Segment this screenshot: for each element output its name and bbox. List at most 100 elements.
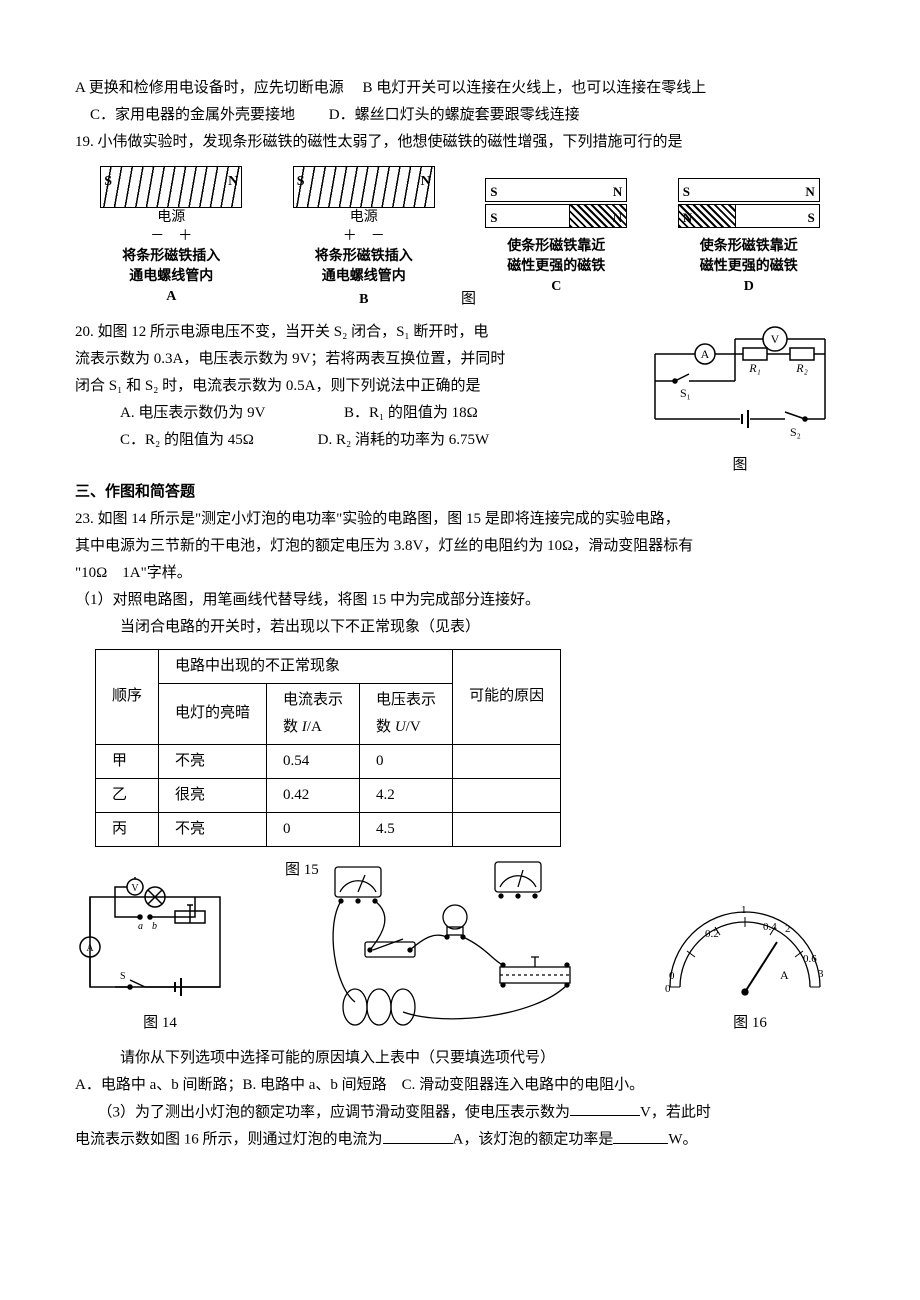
svg-text:0.4: 0.4 (763, 921, 777, 933)
th-seq: 顺序 (96, 649, 159, 744)
polarity: ＋ － (268, 229, 461, 246)
q20-optC: C．R₂ 的阻值为 45Ω (120, 432, 254, 448)
q20-stem1: 20. 如图 12 所示电源电压不变，当开关 S₂ 闭合，S₁ 断开时，电 (75, 319, 625, 346)
cap2: 通电螺线管内 (75, 268, 268, 286)
table-head-row: 顺序 电路中出现的不正常现象 可能的原因 (96, 649, 561, 683)
q23-p1: （1）对照电路图，用笔画线代替导线，将图 15 中为完成部分连接好。 (75, 587, 845, 614)
q20-stem2: 流表示数为 0.3A，电压表示数为 9V；若将两表互换位置，并同时 (75, 346, 625, 373)
q18-optD: D．螺丝口灯头的螺旋套要跟零线连接 (329, 107, 580, 123)
pole-S: S (297, 169, 305, 194)
svg-text:0.2: 0.2 (705, 928, 719, 940)
ammeter-dial-icon: 0 0 0.2 1 0.4 2 0.6 3 A (655, 897, 835, 1007)
circuit-diagram-icon: A V R₁ R₂ S₁ S₂ (635, 319, 845, 449)
q18-optC: C．家用电器的金属外壳要接地 (90, 107, 295, 123)
q23-figures: V a b A S 图 14 图 15 (75, 857, 845, 1037)
sub-I: 电流表示数 I/A (267, 683, 360, 744)
magnet-bar: S N (485, 178, 627, 202)
svg-text:A: A (701, 347, 710, 361)
fig15-label: 图 15 (285, 857, 319, 884)
q18-optA: A 更换和检修用电设备时，应先切断电源 (75, 80, 344, 96)
svg-text:R₂: R₂ (795, 361, 808, 375)
pole-S: S (104, 169, 112, 194)
q19-figD: S N N S 使条形磁铁靠近 磁性更强的磁铁 D (653, 166, 846, 313)
label-C: C (460, 278, 653, 296)
q23-part3-line2: 电流表示数如图 16 所示，则通过灯泡的电流为A，该灯泡的额定功率是W。 (75, 1126, 845, 1154)
svg-text:R₁: R₁ (748, 361, 761, 375)
svg-text:b: b (152, 921, 157, 932)
q20-opts1: A. 电压表示数仍为 9V B．R₁ 的阻值为 18Ω (75, 400, 625, 427)
table-row: 丙 不亮 0 4.5 (96, 812, 561, 846)
cap2: 磁性更强的磁铁 (460, 258, 653, 276)
q20-block: 20. 如图 12 所示电源电压不变，当开关 S₂ 闭合，S₁ 断开时，电 流表… (75, 319, 845, 479)
q20-optD: D. R₂ 消耗的功率为 6.75W (318, 432, 489, 448)
solenoid-A: S N (100, 166, 242, 208)
blank-power[interactable] (613, 1126, 668, 1144)
polarity: － ＋ (75, 229, 268, 246)
sub-U: 电压表示数 U/V (360, 683, 453, 744)
power-label: 电源 (75, 210, 268, 227)
q19-figure-row: S N 电源 － ＋ 将条形磁铁插入 通电螺线管内 A S N 电源 ＋ － 将… (75, 166, 845, 313)
q23-part3: （3）为了测出小灯泡的额定功率，应调节滑动变阻器，使电压表示数为V，若此时 (75, 1099, 845, 1127)
svg-text:2: 2 (785, 923, 791, 935)
q18-line1: A 更换和检修用电设备时，应先切断电源 B 电灯开关可以连接在火线上，也可以连接… (75, 75, 845, 102)
q23-after-table: 请你从下列选项中选择可能的原因填入上表中（只要填选项代号） (75, 1045, 845, 1072)
svg-text:0: 0 (669, 970, 675, 982)
q18-line2: C．家用电器的金属外壳要接地 D．螺丝口灯头的螺旋套要跟零线连接 (75, 102, 845, 129)
svg-text:S: S (120, 971, 126, 982)
fig16-label: 图 16 (655, 1010, 845, 1037)
q23-reason-opts: A．电路中 a、b 间断路；B. 电路中 a、b 间短路 C. 滑动变阻器连入电… (75, 1072, 845, 1099)
label-D: D (653, 278, 846, 296)
svg-text:1: 1 (741, 904, 747, 916)
blank-voltage[interactable] (570, 1099, 640, 1117)
svg-text:A: A (780, 968, 789, 982)
power-label: 电源 (268, 210, 461, 227)
fig14: V a b A S 图 14 (75, 877, 245, 1037)
fig16: 0 0 0.2 1 0.4 2 0.6 3 A 图 16 (655, 897, 845, 1037)
q20-optA: A. 电压表示数仍为 9V (120, 405, 265, 421)
q19-figC: S N S N 使条形磁铁靠近 磁性更强的磁铁 C (460, 166, 653, 313)
fig14-label: 图 14 (75, 1010, 245, 1037)
th-phenomena: 电路中出现的不正常现象 (159, 649, 453, 683)
cap1: 将条形磁铁插入 (75, 248, 268, 266)
q20-stem3: 闭合 S₁ 和 S₂ 时，电流表示数为 0.5A，则下列说法中正确的是 (75, 373, 625, 400)
hatch-icon (294, 167, 434, 207)
svg-text:3: 3 (818, 968, 824, 980)
q20-optB: B．R₁ 的阻值为 18Ω (344, 405, 478, 421)
svg-text:a: a (138, 921, 143, 932)
q19-figB: S N 电源 ＋ － 将条形磁铁插入 通电螺线管内 B 图 (268, 166, 461, 313)
q23-l2: 其中电源为三节新的干电池，灯泡的额定电压为 3.8V，灯丝的电阻约为 10Ω，滑… (75, 533, 845, 560)
q20-opts2: C．R₂ 的阻值为 45Ω D. R₂ 消耗的功率为 6.75W (75, 427, 625, 454)
q23-l1: 23. 如图 14 所示是"测定小灯泡的电功率"实验的电路图，图 15 是即将连… (75, 506, 845, 533)
pictorial-circuit-icon (285, 857, 605, 1037)
label-B: B (359, 291, 368, 309)
cap1: 将条形磁铁插入 (268, 248, 461, 266)
cap1: 使条形磁铁靠近 (653, 238, 846, 256)
q20-fig-label: 图 (635, 452, 845, 479)
section3-heading: 三、作图和简答题 (75, 479, 845, 506)
q19-stem: 19. 小伟做实验时，发现条形磁铁的磁性太弱了，他想使磁铁的磁性增强，下列措施可… (75, 129, 845, 156)
svg-text:0.6: 0.6 (803, 953, 817, 965)
q23-table: 顺序 电路中出现的不正常现象 可能的原因 电灯的亮暗 电流表示数 I/A 电压表… (95, 649, 561, 847)
magnet-bar-strong: N S (678, 204, 820, 228)
q18-optB: B 电灯开关可以连接在火线上，也可以连接在零线上 (363, 80, 707, 96)
svg-text:0: 0 (665, 983, 671, 995)
pole-N: N (228, 169, 238, 194)
q23-l3: "10Ω 1A"字样。 (75, 560, 845, 587)
svg-text:A: A (86, 943, 94, 954)
magnet-bar: S N (678, 178, 820, 202)
label-A: A (75, 288, 268, 306)
cap2: 通电螺线管内 (268, 268, 461, 286)
q19-figA: S N 电源 － ＋ 将条形磁铁插入 通电螺线管内 A (75, 166, 268, 313)
pole-N: N (421, 169, 431, 194)
svg-text:S₂: S₂ (790, 425, 801, 439)
svg-text:V: V (771, 332, 780, 346)
th-reason: 可能的原因 (453, 649, 561, 744)
hatch-icon (101, 167, 241, 207)
cap2: 磁性更强的磁铁 (653, 258, 846, 276)
sub-bright: 电灯的亮暗 (159, 683, 267, 744)
table-row: 甲 不亮 0.54 0 (96, 744, 561, 778)
q23-p1b: 当闭合电路的开关时，若出现以下不正常现象（见表） (75, 614, 845, 641)
fig15: 图 15 (285, 857, 615, 1037)
magnet-bar-strong: S N (485, 204, 627, 228)
blank-current[interactable] (383, 1126, 453, 1144)
